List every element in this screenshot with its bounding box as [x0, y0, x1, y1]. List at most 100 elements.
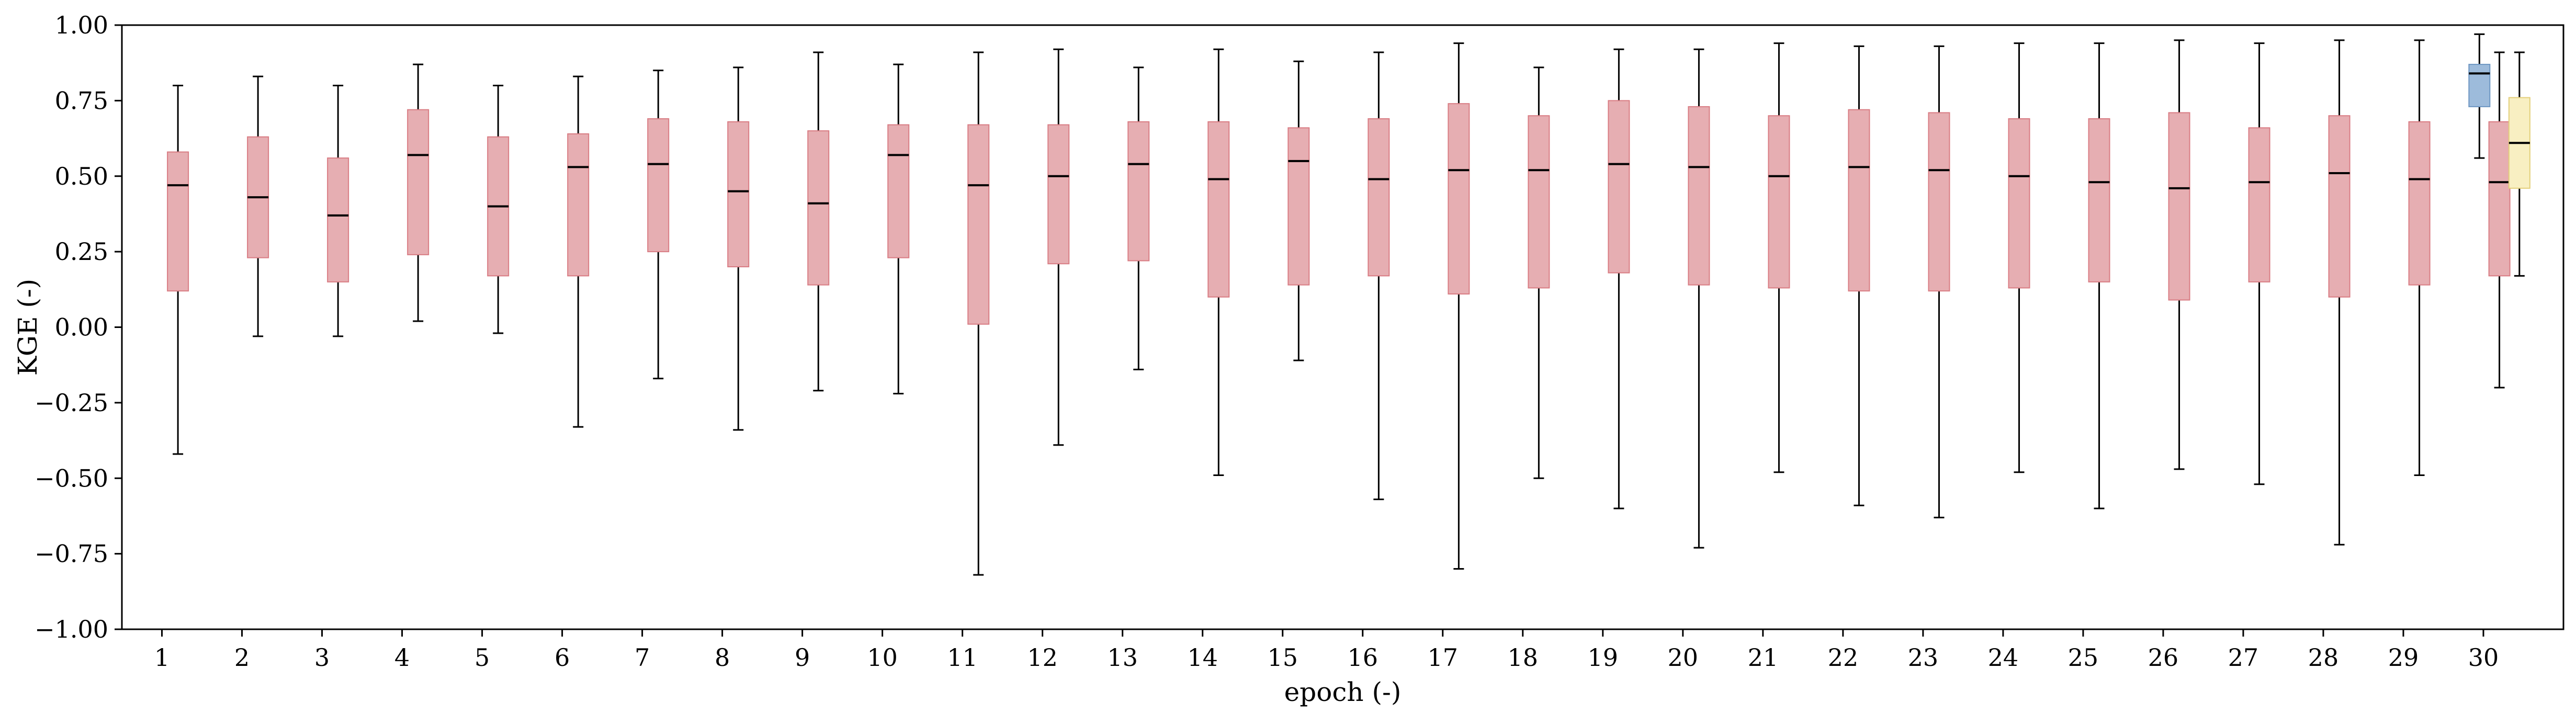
iqr-box	[647, 118, 670, 253]
x-tick-label: 12	[1027, 643, 1058, 672]
box-epoch	[1688, 48, 1710, 549]
iqr-box	[2468, 64, 2491, 107]
iqr-box	[887, 124, 910, 258]
box-epoch	[1768, 42, 1790, 473]
y-tick-label: −1.00	[35, 615, 108, 643]
iqr-box	[1688, 106, 1710, 286]
iqr-box	[167, 151, 189, 292]
iqr-box	[2488, 121, 2511, 277]
x-tick-label: 27	[2228, 643, 2259, 672]
x-tick-label: 10	[867, 643, 898, 672]
box-blue	[2468, 33, 2491, 159]
x-tick-label: 2	[234, 643, 250, 672]
x-tick-label: 13	[1107, 643, 1138, 672]
box-epoch	[727, 66, 750, 431]
box-epoch	[2328, 39, 2351, 546]
x-tick-label: 15	[1267, 643, 1298, 672]
x-tick-label: 21	[1748, 643, 1779, 672]
box-epoch	[1287, 60, 1310, 361]
x-tick-label: 3	[314, 643, 330, 672]
box-epoch	[647, 70, 670, 380]
x-tick-label: 1	[154, 643, 170, 672]
x-tick-label: 24	[1988, 643, 2019, 672]
x-axis: 1 2 3 4 5 6 7 8 9 10 11 12 13 14 15 16 17 18 19 20 21 22 23 24 2…	[154, 629, 2499, 672]
box-epoch	[887, 63, 910, 395]
y-axis: −1.00 −0.75 −0.50 −0.25 0.00 0.25 0.50 0.75 1.00	[35, 11, 122, 643]
box-epoch	[1928, 45, 1950, 518]
box-epoch	[327, 85, 349, 337]
plot-area	[167, 33, 2530, 576]
x-tick-label: 25	[2068, 643, 2099, 672]
x-axis-label: epoch (-)	[1284, 677, 1402, 707]
iqr-box	[967, 124, 990, 325]
box-epoch	[2088, 42, 2110, 509]
iqr-box	[2088, 118, 2110, 282]
iqr-box	[2328, 115, 2351, 298]
x-tick-label: 18	[1508, 643, 1539, 672]
iqr-box	[1608, 100, 1630, 274]
box-epoch	[1127, 66, 1150, 370]
x-tick-label: 23	[1908, 643, 1939, 672]
y-tick-label: 0.25	[55, 237, 108, 266]
box-epoch	[2488, 51, 2511, 389]
box-epoch	[1448, 42, 1470, 570]
iqr-box	[1127, 121, 1150, 262]
box-epoch	[1368, 51, 1390, 501]
x-tick-label: 5	[474, 643, 490, 672]
iqr-box	[1287, 127, 1310, 286]
box-epoch	[567, 75, 590, 428]
x-tick-label: 30	[2468, 643, 2499, 672]
box-epoch	[1848, 45, 1870, 506]
x-tick-label: 8	[715, 643, 730, 672]
y-tick-label: −0.75	[35, 540, 108, 568]
box-epoch	[967, 51, 990, 576]
iqr-box	[1207, 121, 1230, 298]
iqr-box	[567, 133, 590, 277]
iqr-box	[1848, 109, 1870, 292]
y-tick-label: 0.50	[55, 162, 108, 190]
plot-frame	[121, 24, 2564, 630]
iqr-box	[1047, 124, 1070, 265]
y-tick-label: 0.00	[55, 313, 108, 342]
box-epoch	[1207, 48, 1230, 476]
y-tick-label: 0.75	[55, 86, 108, 115]
iqr-box	[727, 121, 750, 268]
box-epoch	[487, 85, 510, 334]
iqr-box	[2168, 112, 2190, 301]
iqr-box	[1528, 115, 1550, 289]
x-tick-label: 22	[1828, 643, 1859, 672]
box-epoch	[247, 75, 269, 337]
x-tick-label: 17	[1427, 643, 1458, 672]
iqr-box	[327, 157, 349, 282]
iqr-box	[407, 109, 430, 255]
y-tick-label: −0.25	[35, 389, 108, 417]
iqr-box	[2248, 127, 2270, 282]
x-tick-label: 4	[394, 643, 410, 672]
box-epoch	[167, 85, 189, 455]
iqr-box	[1768, 115, 1790, 289]
x-tick-label: 19	[1588, 643, 1619, 672]
x-tick-label: 16	[1347, 643, 1378, 672]
x-tick-label: 14	[1187, 643, 1218, 672]
x-tick-label: 29	[2388, 643, 2419, 672]
box-epoch	[1047, 48, 1070, 446]
iqr-box	[2408, 121, 2431, 286]
y-axis-label: KGE (-)	[13, 279, 43, 376]
iqr-box	[807, 130, 830, 286]
x-tick-label: 6	[555, 643, 570, 672]
y-tick-label: −0.50	[35, 464, 108, 492]
x-tick-label: 20	[1668, 643, 1699, 672]
iqr-box	[1368, 118, 1390, 277]
box-epoch	[2008, 42, 2030, 473]
box-epoch	[1528, 66, 1550, 479]
box-epoch	[2168, 39, 2190, 470]
x-tick-label: 28	[2308, 643, 2339, 672]
iqr-box	[2008, 118, 2030, 289]
y-tick-label: 1.00	[55, 11, 108, 39]
box-epoch	[1608, 48, 1630, 509]
box-epoch	[807, 51, 830, 392]
x-tick-label: 9	[795, 643, 810, 672]
x-tick-label: 26	[2148, 643, 2179, 672]
iqr-box	[1928, 112, 1950, 292]
